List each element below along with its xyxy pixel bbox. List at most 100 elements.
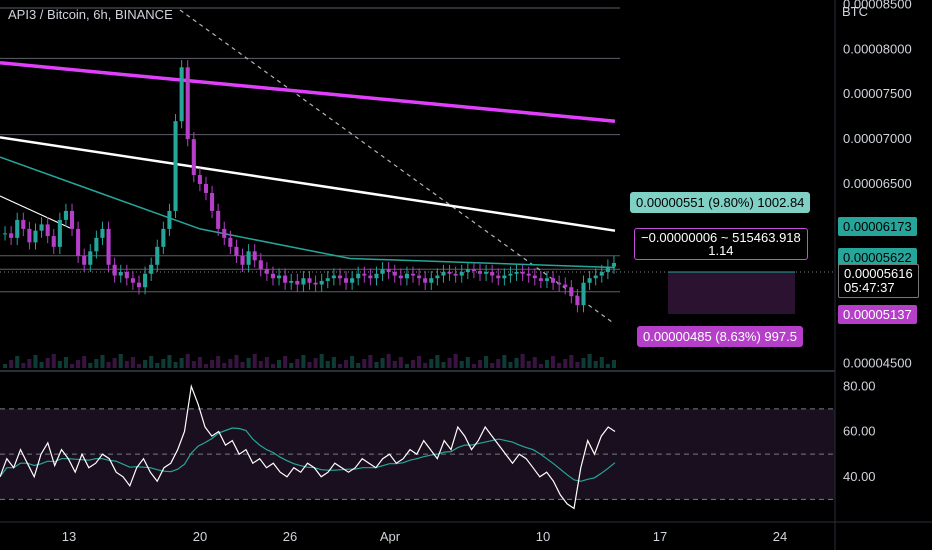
candle-body (599, 271, 604, 276)
volume-bar (100, 355, 105, 368)
volume-bar (203, 364, 209, 368)
candle-body (143, 273, 148, 288)
volume-bar (374, 362, 379, 368)
candle-body (502, 275, 507, 279)
volume-bar (410, 360, 416, 368)
candle-body (179, 67, 184, 122)
volume-bar (167, 355, 172, 368)
volume-bar (514, 358, 519, 368)
candle-body (423, 278, 428, 283)
volume-bar (605, 364, 610, 368)
volume-bar (57, 361, 62, 368)
candle-body (264, 269, 269, 274)
candle-body (234, 246, 239, 256)
candle-body (356, 273, 361, 279)
volume-bar (155, 363, 160, 368)
time-tick-label: 13 (62, 529, 76, 544)
candle-body (368, 275, 373, 279)
volume-bar (51, 354, 56, 368)
candle-body (447, 271, 452, 274)
candle-body (319, 280, 324, 285)
candle-body (557, 282, 562, 285)
time-tick-label: 20 (193, 529, 207, 544)
volume-bar (386, 354, 391, 368)
volume-bar (252, 354, 257, 368)
volume-bar (301, 355, 306, 368)
volume-bar (191, 361, 196, 368)
volume-bar (161, 359, 166, 368)
candle-body (575, 296, 580, 306)
volume-bar (538, 364, 543, 368)
price-tick-label: 0.00008000 (843, 41, 912, 56)
candle-body (246, 251, 251, 265)
price-tick-label: 0.00007000 (843, 131, 912, 146)
candle-body (374, 273, 379, 279)
volume-bar (210, 360, 215, 368)
candle-body (216, 210, 221, 229)
candle-body (63, 210, 68, 220)
candle-body (167, 210, 172, 229)
candle-body (313, 282, 318, 285)
volume-bar (459, 361, 464, 368)
volume-bar (21, 363, 26, 368)
volume-bar (477, 360, 483, 368)
candle-body (453, 273, 458, 276)
chart-title: API3 / Bitcoin, 6h, BINANCE (8, 7, 173, 22)
ema-pink-line (0, 61, 616, 123)
volume-bar (490, 363, 495, 368)
volume-bar (496, 359, 501, 368)
volume-bar (45, 358, 50, 368)
volume-bar (350, 356, 355, 368)
candle-body (471, 269, 476, 272)
time-tick-label: 24 (773, 529, 787, 544)
volume-bar (234, 355, 239, 368)
volume-bar (587, 354, 592, 368)
candle-body (325, 278, 330, 281)
candle-body (350, 278, 355, 283)
time-tick-label: 26 (283, 529, 297, 544)
volume-bar (435, 355, 440, 368)
time-tick-label: Apr (380, 529, 401, 544)
candle-body (21, 219, 26, 229)
candle-body (526, 273, 531, 276)
volume-bar (149, 356, 154, 368)
candle-body (106, 228, 111, 265)
volume-bar (569, 355, 574, 368)
candle-body (392, 271, 397, 276)
volume-bar (295, 359, 300, 368)
volume-bar (15, 356, 20, 368)
volume-bar (130, 357, 135, 368)
volume-bar (331, 357, 336, 368)
volume-bar (289, 363, 294, 368)
candle-body (82, 255, 87, 265)
volume-bar (270, 364, 276, 368)
candle-body (130, 278, 135, 283)
volume-bar (593, 361, 598, 368)
candle-body (149, 264, 154, 274)
upper-level-badge: 0.00006173 (838, 217, 917, 236)
candle-body (210, 192, 215, 211)
candle-body (69, 210, 75, 229)
candle-body (398, 275, 403, 279)
volume-bar (453, 354, 458, 368)
candle-body (386, 269, 391, 272)
candle-body (490, 271, 495, 276)
volume-bar (3, 364, 8, 368)
price-tick-label: 0.00006500 (843, 176, 912, 191)
ema-white-line (0, 136, 616, 232)
candle-body (112, 264, 117, 276)
candle-body (538, 278, 543, 281)
volume-bar (277, 360, 282, 368)
candle-body (301, 278, 306, 285)
volume-bar (124, 361, 129, 368)
volume-bar (136, 364, 142, 368)
volume-bar (508, 362, 513, 368)
candle-body (343, 278, 349, 283)
candle-body (581, 282, 586, 306)
candle-body (222, 228, 227, 238)
volume-bar (246, 358, 251, 368)
candle-body (252, 251, 257, 261)
volume-bar (27, 359, 32, 368)
rsi-line (0, 383, 616, 510)
